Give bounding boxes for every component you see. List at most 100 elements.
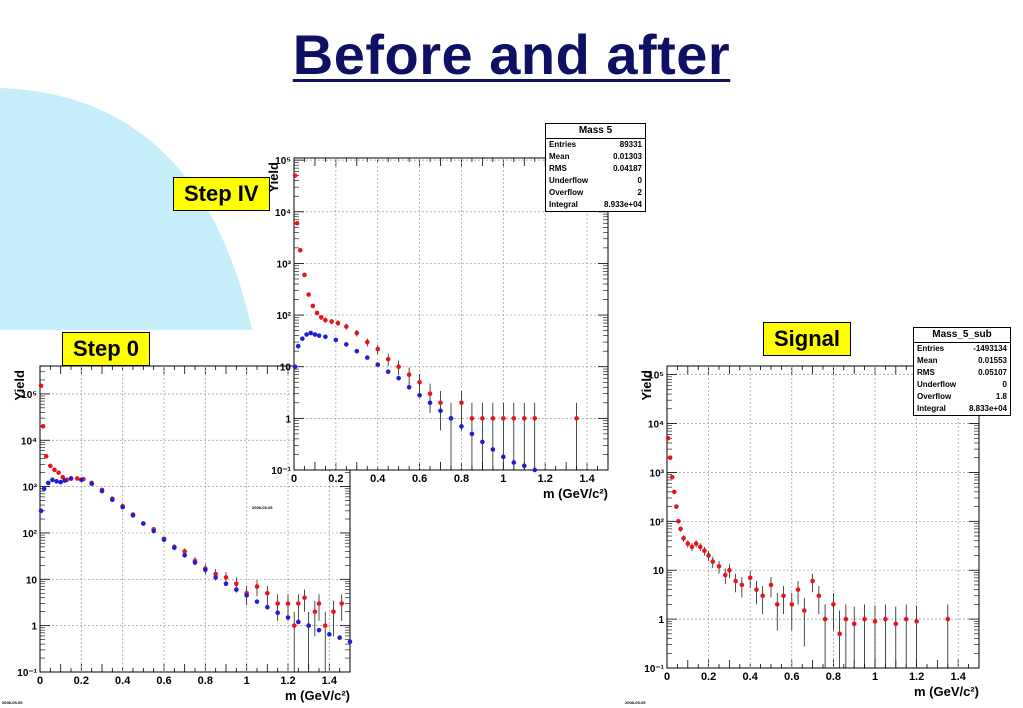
x-tick-label: 0.6	[784, 671, 799, 683]
y-tick-label: 10⁵	[21, 390, 37, 401]
data-point	[302, 595, 307, 601]
data-point	[438, 400, 443, 406]
stats-row: RMS 0.04187	[546, 163, 645, 175]
data-point	[681, 535, 686, 541]
stats-label: RMS	[549, 164, 567, 173]
data-point	[469, 431, 475, 437]
data-point	[310, 303, 316, 309]
datestamp-step4: 2008-05-05	[252, 505, 273, 510]
data-point	[417, 379, 422, 385]
stats-row: RMS 0.05107	[914, 367, 1010, 379]
y-tick-label: 10²	[277, 311, 292, 322]
y-tick-label: 1	[658, 615, 664, 626]
data-point	[323, 334, 328, 340]
data-point	[903, 616, 909, 622]
data-point	[182, 549, 187, 554]
data-point	[291, 623, 297, 628]
data-point	[789, 602, 795, 607]
data-point	[883, 616, 888, 622]
data-point	[480, 439, 485, 445]
data-point	[490, 416, 496, 421]
stats-row: Overflow 2	[546, 187, 645, 199]
data-point	[667, 455, 673, 460]
x-tick-label: 1.2	[280, 675, 295, 687]
data-point	[375, 362, 381, 367]
data-point	[795, 587, 801, 592]
stats-value: 8.833e+04	[968, 404, 1007, 413]
y-tick-label: 10⁻¹	[271, 466, 291, 477]
stats-value: 0.01303	[613, 152, 642, 161]
step0-label: Step 0	[62, 332, 151, 366]
data-point	[62, 478, 68, 483]
data-point	[151, 528, 156, 534]
data-point	[364, 355, 370, 360]
x-tick-label: 1	[500, 473, 506, 485]
stats-row: Mean 0.01303	[546, 151, 645, 163]
x-tick-label: 1	[244, 675, 250, 687]
data-point	[120, 504, 125, 510]
stats-row: Underflow 0	[914, 379, 1010, 391]
data-point	[296, 619, 301, 625]
data-point	[702, 548, 707, 554]
data-point	[768, 582, 774, 588]
data-point	[265, 604, 270, 610]
data-point	[837, 631, 842, 637]
data-point	[99, 488, 105, 494]
y-tick-label: 10²	[23, 529, 38, 540]
data-point	[306, 623, 311, 628]
x-tick-label: 0.8	[454, 473, 469, 485]
data-point	[254, 584, 260, 589]
data-point	[480, 416, 485, 421]
data-point	[335, 320, 341, 326]
data-point	[914, 619, 919, 624]
y-tick-label: 10	[26, 575, 38, 586]
stats-row: Entries -1493134	[914, 343, 1010, 355]
x-tick-label: 0.4	[743, 671, 759, 683]
y-tick-label: 10⁴	[21, 436, 37, 447]
y-tick-label: 10	[653, 566, 665, 577]
data-point	[56, 470, 61, 475]
data-point	[60, 474, 66, 480]
data-point	[54, 479, 59, 484]
stats-label: Integral	[917, 404, 946, 413]
data-point	[337, 635, 342, 640]
data-point	[781, 593, 786, 599]
data-point	[945, 616, 951, 622]
x-axis-label: m (GeV/c²)	[914, 684, 979, 699]
data-point	[511, 416, 517, 421]
data-point	[459, 424, 464, 429]
y-tick-label: 10⁵	[648, 371, 664, 382]
x-tick-label: 1.4	[579, 473, 595, 485]
data-point	[308, 330, 314, 336]
data-point	[213, 571, 218, 577]
stats-value: 1.8	[995, 392, 1007, 401]
data-point	[58, 479, 63, 485]
data-point	[38, 383, 44, 389]
data-point	[41, 486, 47, 492]
y-tick-label: 10⁻¹	[17, 668, 37, 679]
stats-label: RMS	[917, 368, 935, 377]
data-point	[710, 559, 716, 564]
data-point	[448, 416, 454, 421]
data-point	[285, 615, 291, 620]
x-tick-label: 0.2	[328, 473, 343, 485]
data-point	[43, 454, 49, 459]
stats-value: 0	[1002, 380, 1007, 389]
data-point	[676, 519, 681, 524]
data-point	[347, 639, 353, 645]
data-point	[739, 582, 745, 588]
data-point	[872, 619, 878, 624]
data-point	[822, 616, 828, 622]
stats-value: 0.05107	[978, 368, 1007, 377]
x-tick-label: 0.2	[74, 675, 89, 687]
data-point	[459, 400, 464, 406]
x-tick-label: 0	[291, 473, 297, 485]
stats-label: Mean	[917, 356, 938, 365]
x-tick-label: 1	[872, 671, 878, 683]
data-point	[48, 463, 53, 469]
stats-label: Underflow	[549, 176, 589, 185]
datestamp-signal: 2008-05-05	[625, 700, 646, 705]
data-point	[396, 364, 401, 370]
data-point	[760, 593, 765, 599]
x-tick-label: 0.2	[701, 671, 716, 683]
